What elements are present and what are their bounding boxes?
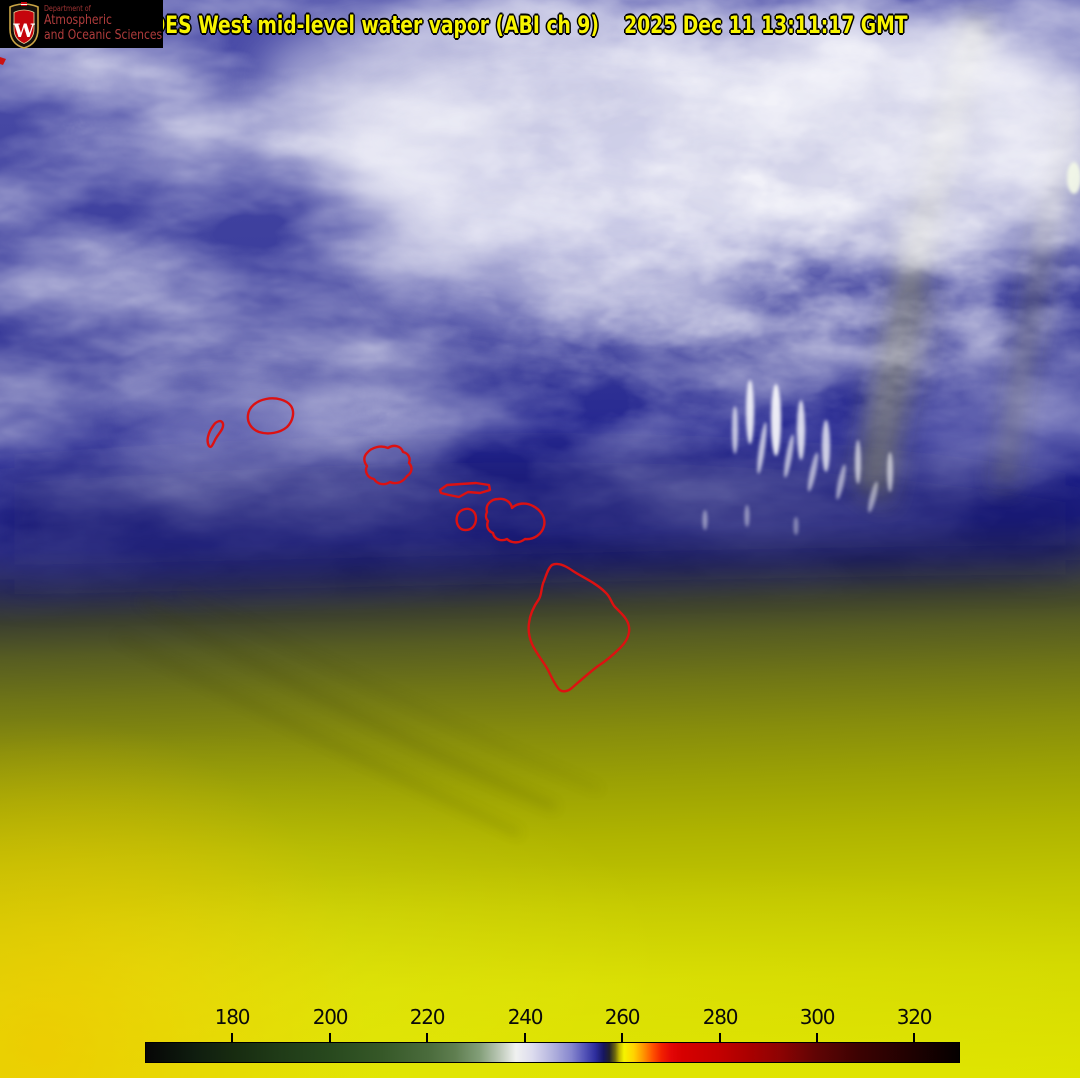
tick-label: 300 [799, 1005, 836, 1029]
colorbar-gradient [145, 1042, 960, 1063]
logo-department-line: Department of [44, 4, 91, 13]
island-outline-niihau [206, 419, 225, 449]
gravity-wave-shadow-lines [116, 588, 601, 837]
tick-mark [329, 1033, 331, 1042]
tick-mark [816, 1033, 818, 1042]
cloud-streamers [702, 162, 1080, 535]
tick-mark [719, 1033, 721, 1042]
island-outline-lanai [455, 507, 478, 532]
timestamp: 2025 Dec 11 13:11:17 GMT [624, 11, 908, 39]
crest-letter: W [12, 20, 35, 42]
tick-label: 240 [507, 1005, 544, 1029]
tick-mark [426, 1033, 428, 1042]
tick-label: 200 [312, 1005, 349, 1029]
page-title: GOES West mid-level water vapor (ABI ch … [134, 11, 599, 39]
island-outline-oahu [363, 444, 413, 486]
logo-name-line1: Atmospheric [44, 12, 112, 28]
island-outline-maui [484, 497, 546, 544]
left-edge-boundary-artifact [0, 57, 6, 65]
uw-crest-icon: W [9, 2, 39, 49]
logo-name-line2: and Oceanic Sciences [44, 27, 163, 43]
tick-label: 280 [702, 1005, 739, 1029]
tick-mark [621, 1033, 623, 1042]
tick-mark [524, 1033, 526, 1042]
island-outlines [206, 397, 631, 693]
island-outline-hawaii [527, 562, 631, 693]
title-bar: GOES West mid-level water vapor (ABI ch … [134, 11, 908, 39]
cloud-deck [0, 0, 1080, 640]
logo-text: Department of Atmospheric and Oceanic Sc… [44, 4, 162, 43]
tick-mark [231, 1033, 233, 1042]
tick-label: 320 [896, 1005, 933, 1029]
tick-label: 180 [214, 1005, 251, 1029]
island-outline-kauai [246, 397, 295, 435]
tick-label: 220 [409, 1005, 446, 1029]
aos-logo: W Department of Atmospheric and Oceanic … [0, 0, 163, 49]
tick-label: 260 [604, 1005, 641, 1029]
tick-mark [913, 1033, 915, 1042]
island-outline-molokai [438, 481, 492, 499]
